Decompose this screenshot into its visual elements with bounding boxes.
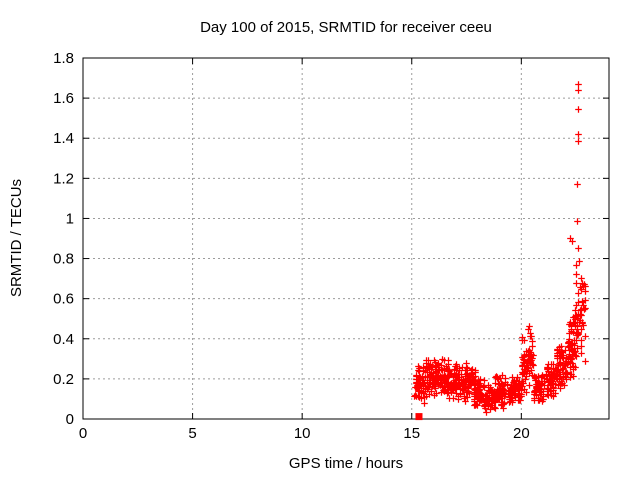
- y-tick-label: 0.4: [53, 331, 74, 348]
- x-tick-label: 0: [79, 425, 87, 442]
- x-tick-label: 10: [294, 425, 311, 442]
- y-tick-label: 1.4: [53, 130, 74, 147]
- y-tick-label: 0.8: [53, 251, 74, 268]
- x-tick-label: 20: [513, 425, 530, 442]
- y-tick-label: 1: [66, 210, 74, 227]
- x-tick-label: 15: [403, 425, 420, 442]
- grid-lines: [83, 57, 609, 419]
- start-square-marker: [415, 413, 423, 421]
- tick-labels: 0 5 10 15 20 0 0.2 0.4 0.6 0.8 1 1.2 1.4 1.6 1.8: [53, 50, 530, 442]
- y-tick-label: 1.8: [53, 50, 74, 67]
- axes: [82, 57, 610, 420]
- scatter-points: [411, 81, 589, 421]
- y-tick-label: 0: [66, 411, 74, 428]
- data-point-markers: [411, 81, 589, 416]
- y-axis-label: SRMTID / TECUs: [8, 179, 25, 297]
- y-tick-label: 1.2: [53, 170, 74, 187]
- y-tick-label: 1.6: [53, 90, 74, 107]
- y-tick-label: 0.2: [53, 371, 74, 388]
- chart-title: Day 100 of 2015, SRMTID for receiver cee…: [200, 19, 492, 36]
- y-tick-label: 0.6: [53, 291, 74, 308]
- x-axis-label: GPS time / hours: [289, 455, 403, 472]
- x-tick-label: 5: [188, 425, 196, 442]
